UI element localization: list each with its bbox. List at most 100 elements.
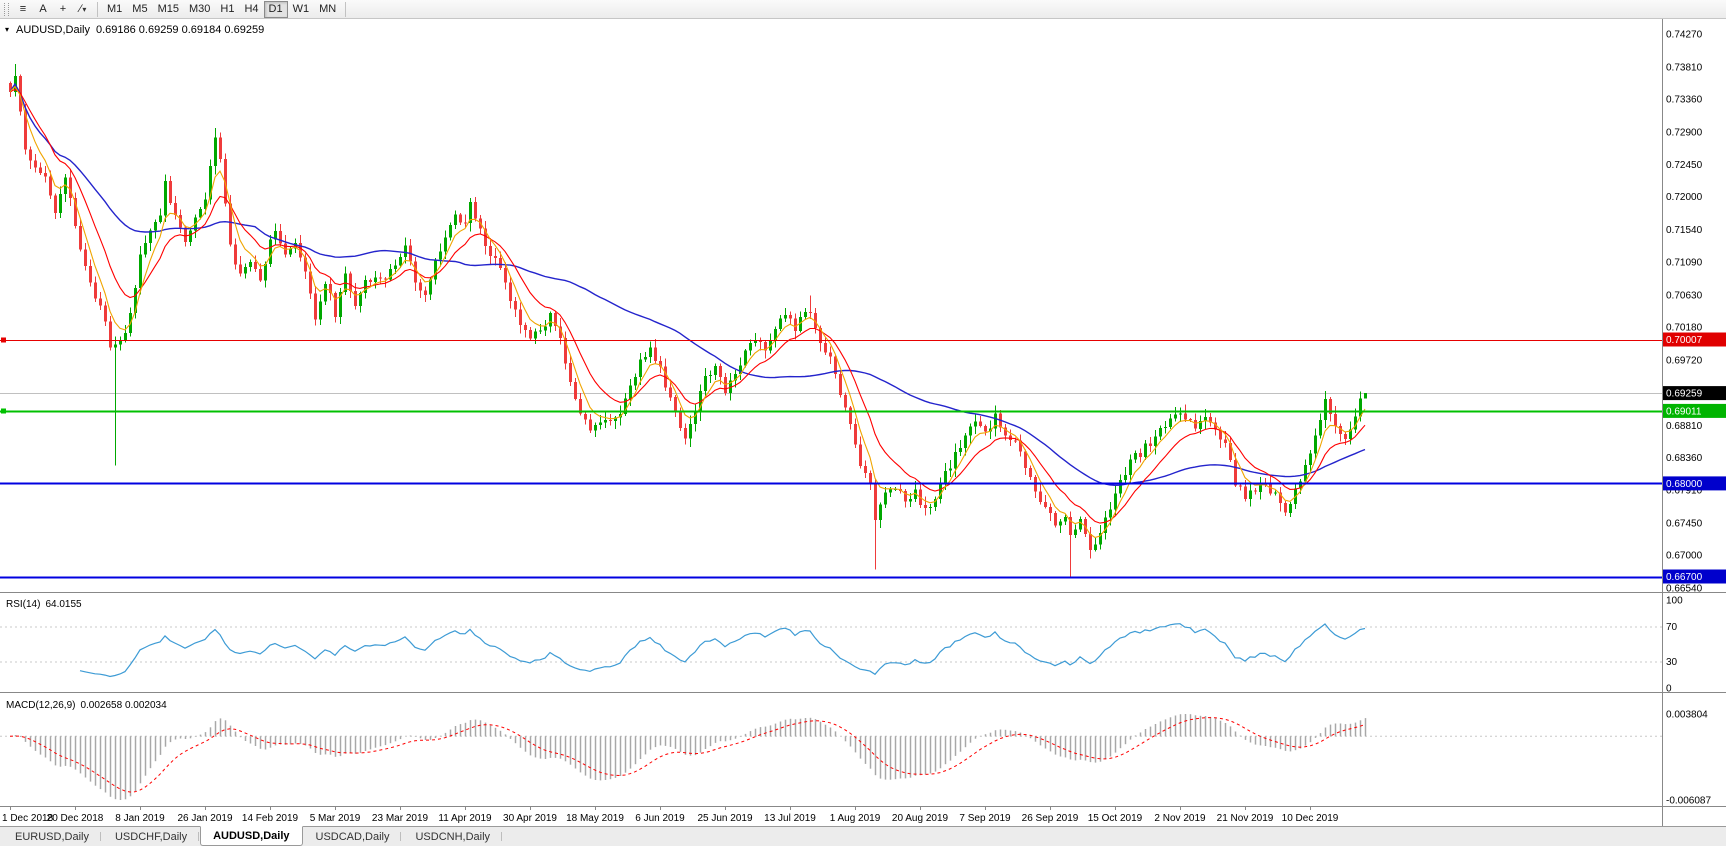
badge-label: 0.69011 <box>1666 406 1702 417</box>
tab-usdchf[interactable]: USDCHF,Daily <box>102 827 200 846</box>
price-tick: 0.67910 <box>1666 485 1703 496</box>
toolbar-separator <box>345 1 347 17</box>
timeframe-h1-button[interactable]: H1 <box>215 1 239 18</box>
x-axis-label: 2 Nov 2019 <box>1154 813 1206 824</box>
price-tick: 0.72900 <box>1666 128 1703 139</box>
price-tick: 0.67000 <box>1666 551 1703 562</box>
x-axis-label: 5 Mar 2019 <box>310 813 361 824</box>
toolbar-separator <box>97 1 98 17</box>
current-price-badge <box>1663 386 1726 401</box>
price-tick: 0.70180 <box>1666 323 1703 334</box>
line-anchor-marker[interactable] <box>1 337 6 343</box>
price-tick: 0.74270 <box>1666 30 1703 41</box>
cursor-button[interactable]: A <box>33 1 53 18</box>
price-tick: 0.68360 <box>1666 453 1703 464</box>
price-tick: 0.67450 <box>1666 518 1703 529</box>
macd-scale-bottom: -0.006087 <box>1666 796 1711 807</box>
x-axis-label: 20 Dec 2018 <box>47 813 104 824</box>
price-tick: 0.73810 <box>1666 63 1703 74</box>
tab-label: USDCNH,Daily <box>415 830 491 843</box>
badge-label: 0.68000 <box>1666 479 1703 490</box>
price-tick: 0.73360 <box>1666 95 1703 106</box>
macd-panel <box>0 714 1662 800</box>
rsi-scale-label: 100 <box>1666 596 1683 607</box>
tab-eurusd[interactable]: EURUSD,Daily <box>2 827 102 846</box>
timeframe-m30-button[interactable]: M30 <box>184 1 215 18</box>
price-scale[interactable]: 0.74270 0.73810 0.73360 0.72900 0.72450 0.720… <box>1663 30 1726 807</box>
badge-label: 0.66700 <box>1666 572 1703 583</box>
timeframe-mn-button[interactable]: MN <box>314 1 341 18</box>
badge-label: 0.69259 <box>1666 389 1703 400</box>
x-axis-label: 15 Oct 2019 <box>1088 813 1143 824</box>
x-axis-label: 1 Aug 2019 <box>830 813 881 824</box>
timeframe-h4-button[interactable]: H4 <box>239 1 263 18</box>
x-axis-label: 13 Jul 2019 <box>764 813 816 824</box>
rsi-scale-label: 30 <box>1666 657 1678 668</box>
chart-menu-arrow-icon[interactable]: ▾ <box>5 25 9 34</box>
timeframe-d1-button[interactable]: D1 <box>263 0 288 18</box>
horizontal-line-objects[interactable] <box>0 337 1662 579</box>
x-axis-label: 21 Nov 2019 <box>1217 813 1274 824</box>
toolbar: ≡ A + ∕ ▾ M1 M5 M15 M30 H1 H4 D1 W1 MN <box>0 0 1726 19</box>
badge-label: 0.70007 <box>1666 335 1703 346</box>
toolbar-grip[interactable] <box>4 2 9 16</box>
x-axis-label: 6 Jun 2019 <box>635 813 685 824</box>
x-axis-label: 7 Sep 2019 <box>959 813 1011 824</box>
macd-label: MACD(12,26,9) 0.002658 0.002034 <box>6 700 167 711</box>
x-axis-label: 8 Jan 2019 <box>115 813 165 824</box>
dropdown-arrow-icon: ▾ <box>82 4 87 14</box>
cursor-icon: A <box>39 3 47 15</box>
price-tick: 0.72450 <box>1666 160 1703 171</box>
price-tick: 0.71540 <box>1666 225 1703 236</box>
x-axis-label: 18 May 2019 <box>566 813 624 824</box>
tab-label: USDCAD,Daily <box>315 830 390 843</box>
x-axis-label: 1 Dec 2018 <box>2 813 54 824</box>
x-axis-label: 10 Dec 2019 <box>1282 813 1339 824</box>
draw-tools-button[interactable]: ∕ ▾ <box>73 1 93 18</box>
rsi-panel <box>0 623 1662 678</box>
moving-averages <box>9 82 1366 539</box>
timeframe-w1-button[interactable]: W1 <box>288 1 315 18</box>
x-axis-label: 26 Jan 2019 <box>177 813 232 824</box>
price-level-badge <box>1663 476 1726 491</box>
tab-audusd[interactable]: AUDUSD,Daily <box>200 826 303 846</box>
toolbar-buttons: ≡ A + ∕ ▾ <box>13 1 93 18</box>
rsi-label: RSI(14) 64.0155 <box>6 599 82 610</box>
timeframe-m1-button[interactable]: M1 <box>102 1 127 18</box>
x-axis-label: 20 Aug 2019 <box>892 813 949 824</box>
price-level-badge <box>1663 332 1726 347</box>
tab-usdcad[interactable]: USDCAD,Daily <box>303 827 403 846</box>
tab-usdcnh[interactable]: USDCNH,Daily <box>402 827 503 846</box>
timeframe-group: M1 M5 M15 M30 H1 H4 D1 W1 MN <box>102 0 341 18</box>
line-anchor-marker[interactable] <box>1 408 6 414</box>
draw-tools-icon: ∕ <box>79 3 82 15</box>
crosshair-icon: + <box>59 3 67 15</box>
crosshair-button[interactable]: + <box>53 1 73 18</box>
tab-label: USDCHF,Daily <box>114 830 188 843</box>
price-tick: 0.70630 <box>1666 290 1703 301</box>
candlesticks <box>9 64 1367 577</box>
timeframe-m15-button[interactable]: M15 <box>153 1 184 18</box>
rsi-scale-label: 70 <box>1666 622 1678 633</box>
rsi-scale-label: 0 <box>1666 684 1672 695</box>
x-axis-label: 14 Feb 2019 <box>242 813 299 824</box>
tab-label: AUDUSD,Daily <box>213 830 290 842</box>
timeframe-m5-button[interactable]: M5 <box>127 1 152 18</box>
chart-title: AUDUSD,Daily 0.69186 0.69259 0.69184 0.69… <box>16 24 264 36</box>
x-axis-label: 11 Apr 2019 <box>438 813 492 824</box>
price-level-badge <box>1663 403 1726 418</box>
price-tick: 0.68810 <box>1666 421 1703 432</box>
price-tick: 0.71090 <box>1666 257 1703 268</box>
tab-bar: EURUSD,Daily USDCHF,Daily AUDUSD,Daily USDC… <box>0 826 1726 846</box>
price-tick: 0.72000 <box>1666 192 1703 203</box>
macd-scale-top: 0.003804 <box>1666 710 1708 721</box>
charts-menu-button[interactable]: ≡ <box>13 1 33 18</box>
x-axis-label: 23 Mar 2019 <box>372 813 429 824</box>
x-axis-label: 26 Sep 2019 <box>1022 813 1079 824</box>
x-axis-label: 30 Apr 2019 <box>503 813 557 824</box>
price-tick: 0.69720 <box>1666 356 1703 367</box>
tab-label: EURUSD,Daily <box>15 830 89 843</box>
price-level-badge <box>1663 569 1726 584</box>
